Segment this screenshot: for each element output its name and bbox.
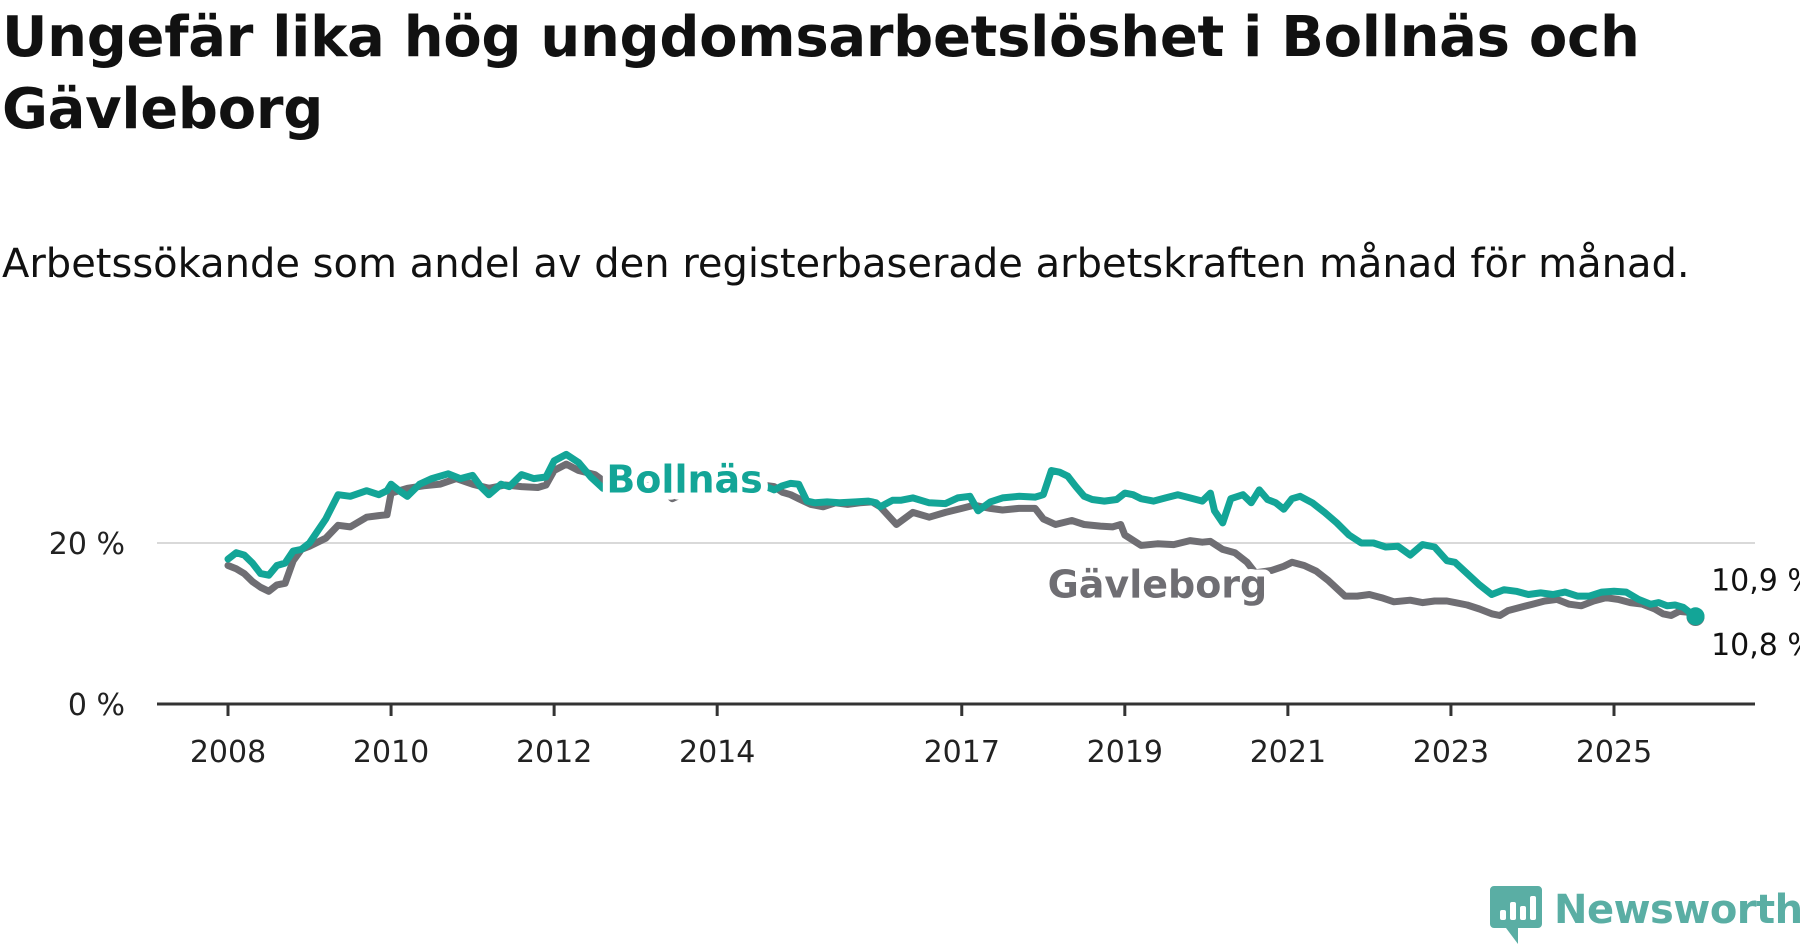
series-label-gavleborg: Gävleborg: [1048, 562, 1268, 606]
end-value-label-bollnas: 10,9 %: [1711, 563, 1800, 598]
x-tick-label: 2014: [679, 735, 755, 770]
y-tick-label: 20 %: [49, 527, 125, 562]
series-line-bollnas: [224, 450, 1699, 620]
newsworthy-logo: Newsworthy: [1488, 884, 1800, 944]
series-label-bollnas: Bollnäs: [606, 458, 762, 502]
x-tick-label: 2012: [516, 735, 592, 770]
chart-subtitle: Arbetssökande som andel av den registerb…: [2, 241, 1690, 287]
series-label-halo-bollnas: Bollnäs: [606, 458, 762, 502]
x-tick-label: 2025: [1576, 735, 1652, 770]
series-label-halo-gavleborg: Gävleborg: [1048, 562, 1268, 606]
x-tick-label: 2008: [190, 735, 266, 770]
x-tick-label: 2021: [1250, 735, 1326, 770]
series-line-gavleborg: [224, 460, 1699, 621]
chart-title: Ungefär lika hög ungdomsarbetslöshet i B…: [2, 5, 1640, 142]
newsworthy-icon: [1490, 886, 1542, 944]
x-tick-label: 2017: [924, 735, 1000, 770]
x-tick-label: 2010: [353, 735, 429, 770]
end-value-label-gavleborg: 10,8 %: [1711, 628, 1800, 663]
x-tick-label: 2023: [1413, 735, 1489, 770]
series-end-marker-bollnas: [1686, 607, 1705, 626]
x-tick-label: 2019: [1087, 735, 1163, 770]
brand-name: Newsworthy: [1554, 887, 1800, 933]
y-tick-label: 0 %: [68, 688, 125, 723]
